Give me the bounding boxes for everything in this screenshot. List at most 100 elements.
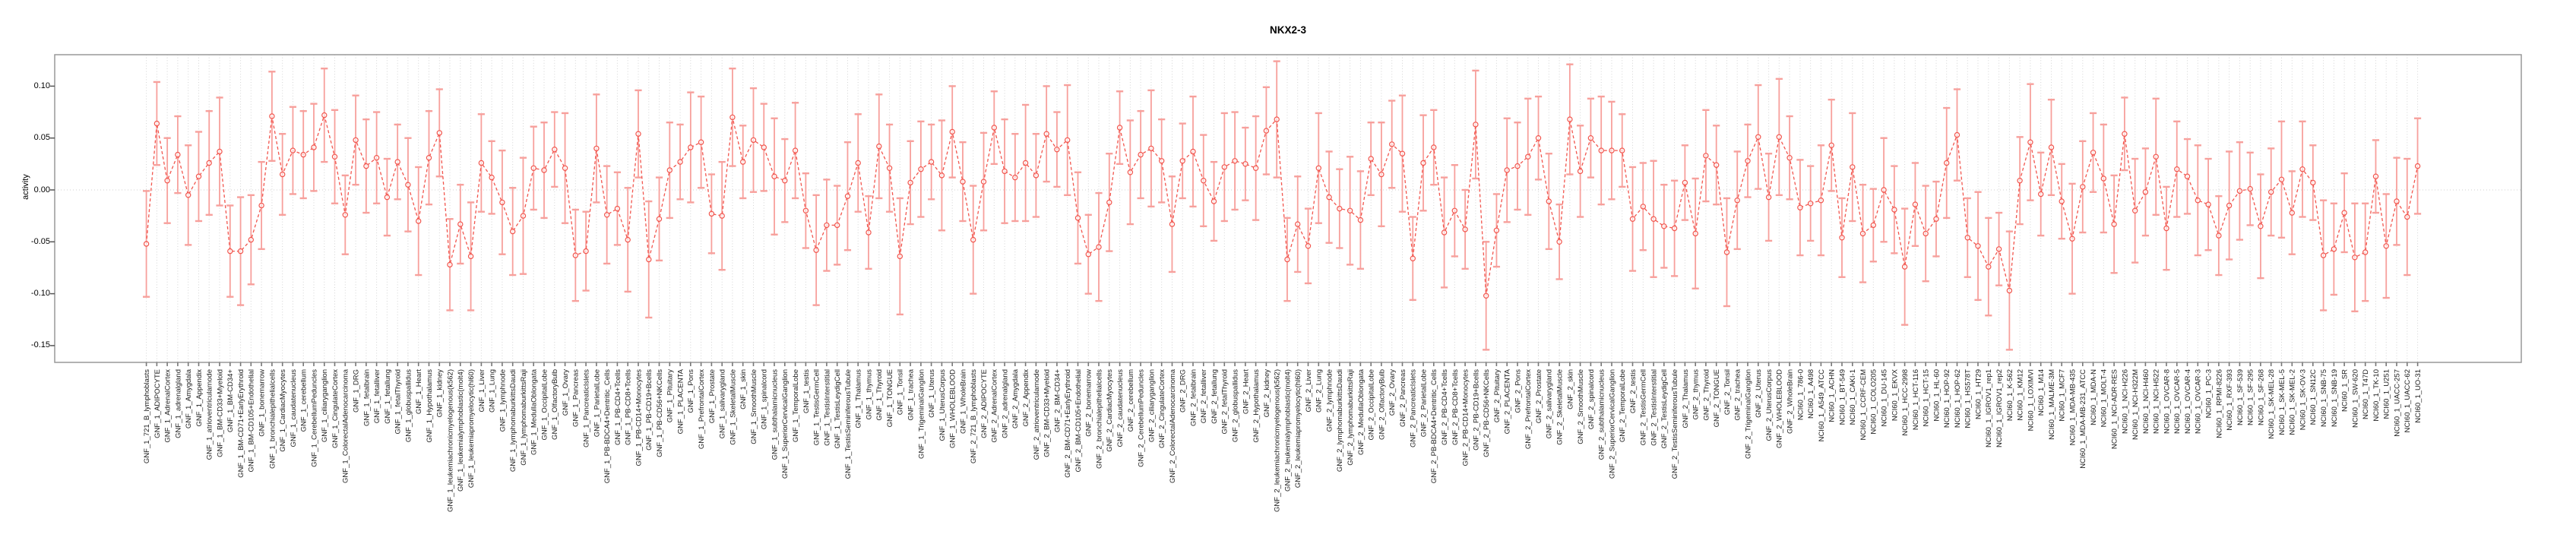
svg-text:GNF_1_adrenalgland: GNF_1_adrenalgland bbox=[174, 369, 182, 438]
svg-text:GNF_1_ColorectalAdenocarcinoma: GNF_1_ColorectalAdenocarcinoma bbox=[342, 368, 350, 483]
svg-text:GNF_2_Tonsil: GNF_2_Tonsil bbox=[1723, 369, 1732, 415]
svg-text:GNF_2_BM-CD34+: GNF_2_BM-CD34+ bbox=[1053, 369, 1062, 433]
svg-text:GNF_2_PB-BDCA4+Dentritic_Cells: GNF_2_PB-BDCA4+Dentritic_Cells bbox=[1430, 369, 1438, 483]
svg-text:NCI60_1_A498: NCI60_1_A498 bbox=[1807, 369, 1815, 419]
y-tick-label: -0.10 bbox=[30, 289, 50, 299]
svg-text:NCI60_1_NCI-ADR-RES: NCI60_1_NCI-ADR-RES bbox=[2111, 369, 2119, 449]
svg-text:GNF_2_SmoothMuscle: GNF_2_SmoothMuscle bbox=[1577, 369, 1585, 444]
svg-text:GNF_1_Hypothalamus: GNF_1_Hypothalamus bbox=[426, 369, 434, 443]
svg-text:NCI60_1_SF-268: NCI60_1_SF-268 bbox=[2257, 369, 2265, 425]
svg-text:GNF_2_lymphomaburkittsRaji: GNF_2_lymphomaburkittsRaji bbox=[1347, 369, 1355, 466]
svg-text:NCI60_1_UO-31: NCI60_1_UO-31 bbox=[2414, 369, 2423, 423]
svg-text:NCI60_1_ACHN: NCI60_1_ACHN bbox=[1828, 369, 1837, 422]
svg-text:GNF_1_PancreaticIslets: GNF_1_PancreaticIslets bbox=[583, 369, 591, 447]
svg-text:GNF_1_Appendix: GNF_1_Appendix bbox=[195, 369, 204, 427]
svg-text:GNF_1_721_B_lymphoblasts: GNF_1_721_B_lymphoblasts bbox=[143, 369, 151, 463]
svg-text:NCI60_1_OVCAR-5: NCI60_1_OVCAR-5 bbox=[2173, 369, 2182, 434]
svg-text:GNF_1_caudatenucleus: GNF_1_caudatenucleus bbox=[290, 369, 298, 447]
svg-text:GNF_2_atrioventricularnode: GNF_2_atrioventricularnode bbox=[1033, 369, 1041, 460]
svg-text:GNF_1_SmoothMuscle: GNF_1_SmoothMuscle bbox=[750, 369, 758, 444]
svg-text:GNF_2_Amygdala: GNF_2_Amygdala bbox=[1011, 368, 1020, 428]
svg-text:NCI60_1_MDA-MB-231_ATCC: NCI60_1_MDA-MB-231_ATCC bbox=[2079, 369, 2087, 469]
svg-text:GNF_1_UterusCorpus: GNF_1_UterusCorpus bbox=[938, 369, 947, 441]
svg-text:GNF_2_Thalamus: GNF_2_Thalamus bbox=[1682, 369, 1690, 428]
svg-text:GNF_1_Amygdala: GNF_1_Amygdala bbox=[185, 368, 193, 428]
svg-text:GNF_1_PB-CD14+Monocytes: GNF_1_PB-CD14+Monocytes bbox=[635, 369, 643, 466]
svg-text:GNF_1_TestisSeminiferousTubule: GNF_1_TestisSeminiferousTubule bbox=[844, 369, 853, 479]
svg-text:GNF_2_PrefrontalCortex: GNF_2_PrefrontalCortex bbox=[1524, 369, 1533, 449]
svg-text:NCI60_1_UACC-257: NCI60_1_UACC-257 bbox=[2393, 369, 2401, 437]
svg-text:GNF_1_Thalamus: GNF_1_Thalamus bbox=[855, 369, 863, 428]
svg-text:GNF_2_Thyroid: GNF_2_Thyroid bbox=[1702, 369, 1710, 421]
svg-text:GNF_2_thymus: GNF_2_thymus bbox=[1692, 369, 1701, 420]
svg-text:GNF_1_TONGUE: GNF_1_TONGUE bbox=[886, 369, 894, 427]
svg-text:GNF_1_PrefrontalCortex: GNF_1_PrefrontalCortex bbox=[698, 369, 706, 449]
svg-text:NCI60_1_SK-OV-3: NCI60_1_SK-OV-3 bbox=[2299, 369, 2307, 430]
svg-text:GNF_2_fetalliver: GNF_2_fetalliver bbox=[1200, 369, 1208, 423]
svg-text:GNF_2_ColorectalAdenocarcinoma: GNF_2_ColorectalAdenocarcinoma bbox=[1169, 368, 1177, 483]
svg-text:NCI60_1_NCI-H460: NCI60_1_NCI-H460 bbox=[2142, 369, 2150, 434]
svg-text:NCI60_1_SW-620: NCI60_1_SW-620 bbox=[2351, 369, 2359, 428]
svg-text:NCI60_1_BT-549: NCI60_1_BT-549 bbox=[1838, 369, 1847, 425]
svg-text:GNF_2_leukemiapromyelocytic(hl: GNF_2_leukemiapromyelocytic(hl60) bbox=[1294, 369, 1302, 488]
svg-text:GNF_1_Uterus: GNF_1_Uterus bbox=[928, 369, 936, 418]
svg-text:GNF_2_WholeBrain: GNF_2_WholeBrain bbox=[1786, 369, 1795, 434]
svg-text:GNF_2_PB-CD19+Bcells: GNF_2_PB-CD19+Bcells bbox=[1472, 369, 1480, 451]
svg-text:GNF_1_TestisInterstitial: GNF_1_TestisInterstitial bbox=[823, 369, 831, 446]
svg-text:GNF_1_lymphomaburkittsDaudi: GNF_1_lymphomaburkittsDaudi bbox=[509, 369, 517, 472]
svg-text:GNF_1_Ovary: GNF_1_Ovary bbox=[562, 369, 570, 416]
svg-text:GNF_2_SuperiorCervicalGanglion: GNF_2_SuperiorCervicalGanglion bbox=[1608, 369, 1616, 479]
svg-text:GNF_1_Pons: GNF_1_Pons bbox=[687, 369, 695, 413]
svg-text:GNF_2_subthalamicnucleus: GNF_2_subthalamicnucleus bbox=[1598, 369, 1606, 460]
svg-text:NCI60_1_SNB-75: NCI60_1_SNB-75 bbox=[2320, 369, 2328, 427]
svg-text:NCI60_1_HOP-62: NCI60_1_HOP-62 bbox=[1954, 369, 1962, 428]
svg-text:NCI60_1_NCI-H522: NCI60_1_NCI-H522 bbox=[2153, 369, 2161, 434]
svg-text:GNF_2_Heart: GNF_2_Heart bbox=[1242, 369, 1250, 414]
svg-text:GNF_1_Thyroid: GNF_1_Thyroid bbox=[875, 369, 884, 421]
svg-text:GNF_1_cerebellum: GNF_1_cerebellum bbox=[300, 369, 309, 432]
svg-text:GNF_1_testis: GNF_1_testis bbox=[802, 369, 811, 413]
svg-text:GNF_1_WHOLEBLOOD: GNF_1_WHOLEBLOOD bbox=[949, 369, 957, 448]
svg-text:GNF_2_TemporalLobe: GNF_2_TemporalLobe bbox=[1619, 369, 1627, 442]
svg-text:GNF_1_salivarygland: GNF_1_salivarygland bbox=[719, 369, 727, 438]
svg-text:NCI60_1_M14: NCI60_1_M14 bbox=[2037, 369, 2046, 416]
svg-text:GNF_1_TemporalLobe: GNF_1_TemporalLobe bbox=[792, 369, 800, 442]
svg-text:GNF_1_ciliaryganglion: GNF_1_ciliaryganglion bbox=[321, 369, 329, 442]
svg-text:NCI60_1_SK-MEL-28: NCI60_1_SK-MEL-28 bbox=[2267, 369, 2276, 439]
svg-text:GNF_2_Pituitary: GNF_2_Pituitary bbox=[1493, 369, 1502, 422]
svg-text:GNF_1_globuspallidus: GNF_1_globuspallidus bbox=[404, 369, 413, 442]
svg-text:GNF_2_CingulateCortex: GNF_2_CingulateCortex bbox=[1158, 369, 1166, 448]
svg-text:GNF_1_leukemiachronicmyelogeno: GNF_1_leukemiachronicmyelogenous(k562) bbox=[446, 369, 454, 512]
svg-text:GNF_2_Liver: GNF_2_Liver bbox=[1305, 369, 1313, 413]
svg-text:NCI60_1_SK-MEL-5: NCI60_1_SK-MEL-5 bbox=[2278, 369, 2286, 435]
svg-text:NCI60_1_HS578T: NCI60_1_HS578T bbox=[1964, 369, 1973, 428]
svg-text:NCI60_1_NCI-H226: NCI60_1_NCI-H226 bbox=[2121, 369, 2129, 434]
svg-text:GNF_1_CingulateCortex: GNF_1_CingulateCortex bbox=[331, 369, 340, 448]
svg-text:GNF_1_AdrenalCortex: GNF_1_AdrenalCortex bbox=[164, 369, 172, 443]
svg-text:NCI60_1_OVCAR-3: NCI60_1_OVCAR-3 bbox=[2195, 369, 2203, 434]
svg-text:GNF_2_TONGUE: GNF_2_TONGUE bbox=[1713, 369, 1721, 427]
svg-text:NCI60_1_RXF-393: NCI60_1_RXF-393 bbox=[2226, 369, 2234, 431]
svg-text:GNF_2_PLACENTA: GNF_2_PLACENTA bbox=[1504, 368, 1512, 434]
svg-text:NCI60_1_SR: NCI60_1_SR bbox=[2341, 369, 2350, 412]
svg-text:GNF_1_ParietalLobe: GNF_1_ParietalLobe bbox=[593, 369, 601, 437]
svg-text:GNF_1_thymus: GNF_1_thymus bbox=[865, 369, 873, 420]
svg-text:NCI60_1_HCT-116: NCI60_1_HCT-116 bbox=[1912, 369, 1920, 430]
y-tick-label: 0.00 bbox=[33, 185, 50, 194]
svg-text:GNF_1_lymphnode: GNF_1_lymphnode bbox=[498, 369, 507, 432]
svg-text:NCI60_1_LOXIMVI: NCI60_1_LOXIMVI bbox=[2027, 369, 2035, 431]
svg-text:GNF_1_subthalamicnucleus: GNF_1_subthalamicnucleus bbox=[771, 369, 779, 460]
svg-text:NCI60_1_SN12C: NCI60_1_SN12C bbox=[2309, 369, 2318, 425]
svg-text:GNF_1_skin: GNF_1_skin bbox=[739, 369, 748, 409]
svg-text:GNF_2_TestisSeminiferousTubule: GNF_2_TestisSeminiferousTubule bbox=[1671, 369, 1679, 479]
svg-text:NCI60_1_NCI-H322M: NCI60_1_NCI-H322M bbox=[2131, 369, 2140, 440]
svg-text:GNF_1_bonemarrow: GNF_1_bonemarrow bbox=[258, 369, 267, 437]
svg-text:GNF_2_Prostate: GNF_2_Prostate bbox=[1535, 369, 1543, 423]
svg-text:GNF_2_PB-CD56+NKCells: GNF_2_PB-CD56+NKCells bbox=[1483, 369, 1491, 457]
svg-text:GNF_2_lymphomaburkittsDaudi: GNF_2_lymphomaburkittsDaudi bbox=[1336, 369, 1344, 472]
svg-text:GNF_1_leukemiapromyelocytic(hl: GNF_1_leukemiapromyelocytic(hl60) bbox=[467, 369, 476, 488]
svg-text:GNF_1_BM-CD34+: GNF_1_BM-CD34+ bbox=[226, 369, 235, 433]
svg-text:GNF_1_Pancreas: GNF_1_Pancreas bbox=[572, 369, 581, 427]
svg-text:GNF_2_PB-CD14+Monocytes: GNF_2_PB-CD14+Monocytes bbox=[1462, 369, 1470, 466]
